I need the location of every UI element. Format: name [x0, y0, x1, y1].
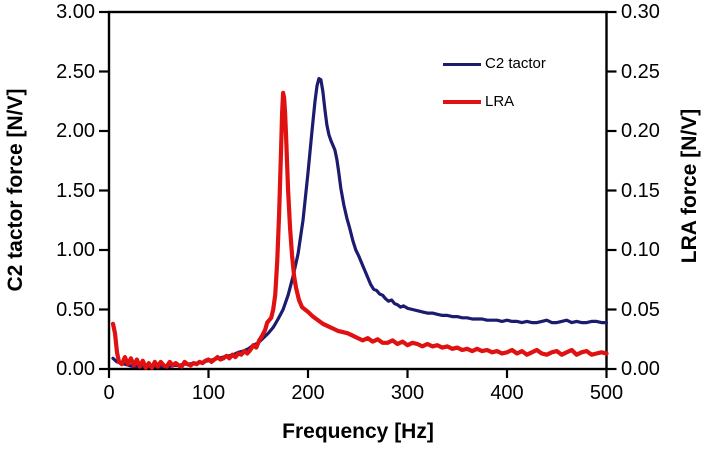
x-tick-label: 200 [291, 382, 325, 404]
y-right-tick-label: 0.10 [621, 239, 660, 261]
x-tick-label: 500 [589, 382, 624, 404]
legend-item-lra: LRA [443, 94, 546, 110]
y-right-tick-label: 0.15 [621, 179, 660, 202]
y-left-tick-label: 2.50 [56, 60, 95, 83]
left-axis-title: C2 tactor force [N/V] [4, 88, 27, 292]
y-right-tick-label: 0.20 [621, 120, 660, 142]
x-axis-title: Frequency [Hz] [282, 420, 434, 443]
x-tick-label: 400 [490, 382, 524, 404]
y-left-tick-label: 1.50 [56, 179, 95, 202]
y-left-tick-label: 2.00 [56, 120, 95, 142]
x-tick-label: 100 [191, 382, 226, 404]
legend-label-lra: LRA [485, 93, 515, 110]
legend: C2 tactor LRA [443, 56, 546, 132]
y-left-tick-label: 0.00 [56, 358, 95, 380]
y-right-tick-label: 0.00 [621, 358, 660, 380]
y-right-tick-label: 0.25 [621, 60, 660, 83]
legend-label-c2-tactor: C2 tactor [485, 55, 546, 72]
x-tick-label: 300 [390, 382, 425, 404]
y-right-tick-label: 0.05 [621, 298, 660, 321]
legend-item-c2-tactor: C2 tactor [443, 56, 546, 72]
y-left-tick-label: 3.00 [56, 1, 95, 23]
series-line-lra [110, 90, 609, 370]
y-left-tick-label: 0.50 [56, 298, 95, 321]
legend-line-lra-swatch [443, 100, 481, 104]
y-left-tick-label: 1.00 [56, 239, 95, 261]
legend-line-c2-tactor-swatch [443, 62, 481, 66]
x-tick-label: 0 [103, 382, 115, 404]
y-right-tick-label: 0.30 [621, 1, 660, 23]
